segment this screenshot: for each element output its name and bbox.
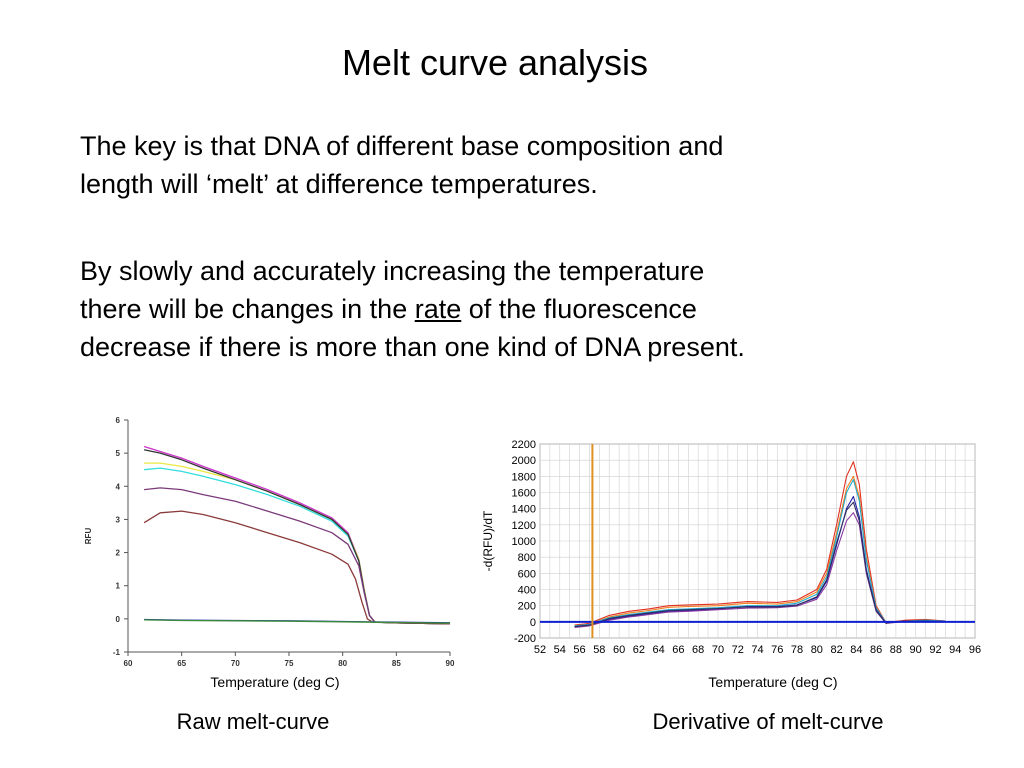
raw-melt-chart: -1 0 1 2 3 4 5 6 60 65 70 75 80 85 90 RFU: [84, 416, 455, 668]
derivative-x-tick-label: 90: [910, 644, 922, 656]
raw-chart-xaxis-label: Temperature (deg C): [210, 674, 340, 690]
paragraph-2-line-1: By slowly and accurately increasing the …: [80, 256, 705, 286]
derivative-series-1: [574, 461, 946, 626]
raw-x-tick-label: 75: [285, 659, 294, 668]
derivative-y-tick-label: -200: [514, 633, 536, 645]
raw-series-5: [144, 487, 451, 625]
derivative-x-tick-label: 92: [929, 644, 941, 656]
derivative-y-tick-label: 1800: [512, 471, 536, 483]
raw-series-4: [143, 449, 451, 625]
derivative-x-tick-label: 62: [633, 644, 645, 656]
slide-title: Melt curve analysis: [341, 42, 649, 83]
derivative-x-tick-label: 58: [593, 644, 605, 656]
derivative-x-tick-label: 70: [712, 644, 724, 656]
derivative-x-tick-label: 54: [554, 644, 566, 656]
paragraph-2-text-b: of the fluorescence: [461, 294, 697, 324]
derivative-x-tick-label: 96: [969, 644, 981, 656]
derivative-x-tick-label: 76: [771, 644, 783, 656]
raw-y-tick-label: 3: [116, 515, 121, 524]
raw-series-6: [143, 510, 451, 625]
derivative-y-tick-label: 1600: [512, 488, 536, 500]
derivative-y-tick-label: 1000: [512, 536, 536, 548]
paragraph-1-line-1: The key is that DNA of different base co…: [80, 131, 724, 161]
derivative-x-tick-label: 60: [613, 644, 625, 656]
raw-series-2: [144, 462, 451, 625]
raw-x-tick-label: 85: [392, 659, 401, 668]
paragraph-2-line-3: decrease if there is more than one kind …: [80, 332, 745, 362]
raw-y-tick-label: 5: [116, 449, 121, 458]
raw-y-tick-label: -1: [113, 648, 121, 657]
derivative-y-axis-label: -d(RFU)/dT: [481, 510, 495, 571]
raw-series-8: [144, 619, 451, 624]
raw-y-tick-label: 0: [116, 615, 121, 624]
derivative-x-tick-label: 94: [949, 644, 961, 656]
derivative-y-tick-label: 200: [518, 601, 536, 613]
derivative-x-tick-label: 84: [850, 644, 862, 656]
raw-x-tick-label: 80: [338, 659, 347, 668]
raw-x-tick-label: 90: [446, 659, 455, 668]
derivative-x-tick-label: 88: [890, 644, 902, 656]
derivative-x-tick-label: 86: [870, 644, 882, 656]
derivative-x-tick-label: 82: [830, 644, 842, 656]
derivative-chart-xaxis-label: Temperature (deg C): [708, 674, 838, 690]
derivative-x-tick-label: 80: [811, 644, 823, 656]
derivative-melt-curve-caption: Derivative of melt-curve: [652, 709, 884, 734]
derivative-series-3: [574, 479, 946, 627]
derivative-x-tick-label: 66: [672, 644, 684, 656]
raw-y-tick-label: 6: [116, 416, 121, 425]
derivative-y-tick-label: 2200: [512, 439, 536, 451]
derivative-x-tick-label: 64: [653, 644, 665, 656]
paragraph-2-text-a: there will be changes in the: [80, 294, 415, 324]
paragraph-2-line-2: there will be changes in the rate of the…: [80, 290, 980, 328]
underlined-rate: rate: [414, 294, 462, 324]
derivative-y-tick-label: 400: [518, 585, 536, 597]
derivative-x-tick-label: 78: [791, 644, 803, 656]
paragraph-fluorescence-rate: By slowly and accurately increasing the …: [80, 252, 980, 366]
derivative-series-6: [574, 501, 946, 628]
raw-x-tick-label: 60: [124, 659, 133, 668]
derivative-y-tick-label: 1400: [512, 504, 536, 516]
raw-y-tick-label: 1: [116, 582, 121, 591]
paragraph-1-line-2: length will ‘melt’ at difference tempera…: [80, 169, 598, 199]
raw-y-axis-label: RFU: [84, 528, 93, 545]
derivative-x-tick-label: 56: [573, 644, 585, 656]
raw-y-tick-label: 2: [116, 549, 121, 558]
derivative-x-tick-label: 74: [751, 644, 763, 656]
derivative-y-tick-label: 0: [530, 617, 536, 629]
paragraph-melt-temperatures: The key is that DNA of different base co…: [80, 127, 980, 203]
derivative-y-tick-label: 600: [518, 568, 536, 580]
derivative-x-tick-label: 52: [534, 644, 546, 656]
derivative-x-tick-label: 72: [732, 644, 744, 656]
derivative-y-tick-label: 800: [518, 552, 536, 564]
raw-melt-curve-caption: Raw melt-curve: [176, 709, 330, 734]
derivative-y-tick-label: 2000: [512, 455, 536, 467]
raw-x-tick-label: 70: [231, 659, 240, 668]
derivative-melt-chart: -200 0 200 400 600 800 1000 1200 1400 1600 1800 200…: [481, 439, 981, 656]
raw-x-tick-label: 65: [177, 659, 186, 668]
raw-y-tick-label: 4: [116, 482, 121, 491]
derivative-y-tick-label: 1200: [512, 520, 536, 532]
derivative-x-tick-label: 68: [692, 644, 704, 656]
